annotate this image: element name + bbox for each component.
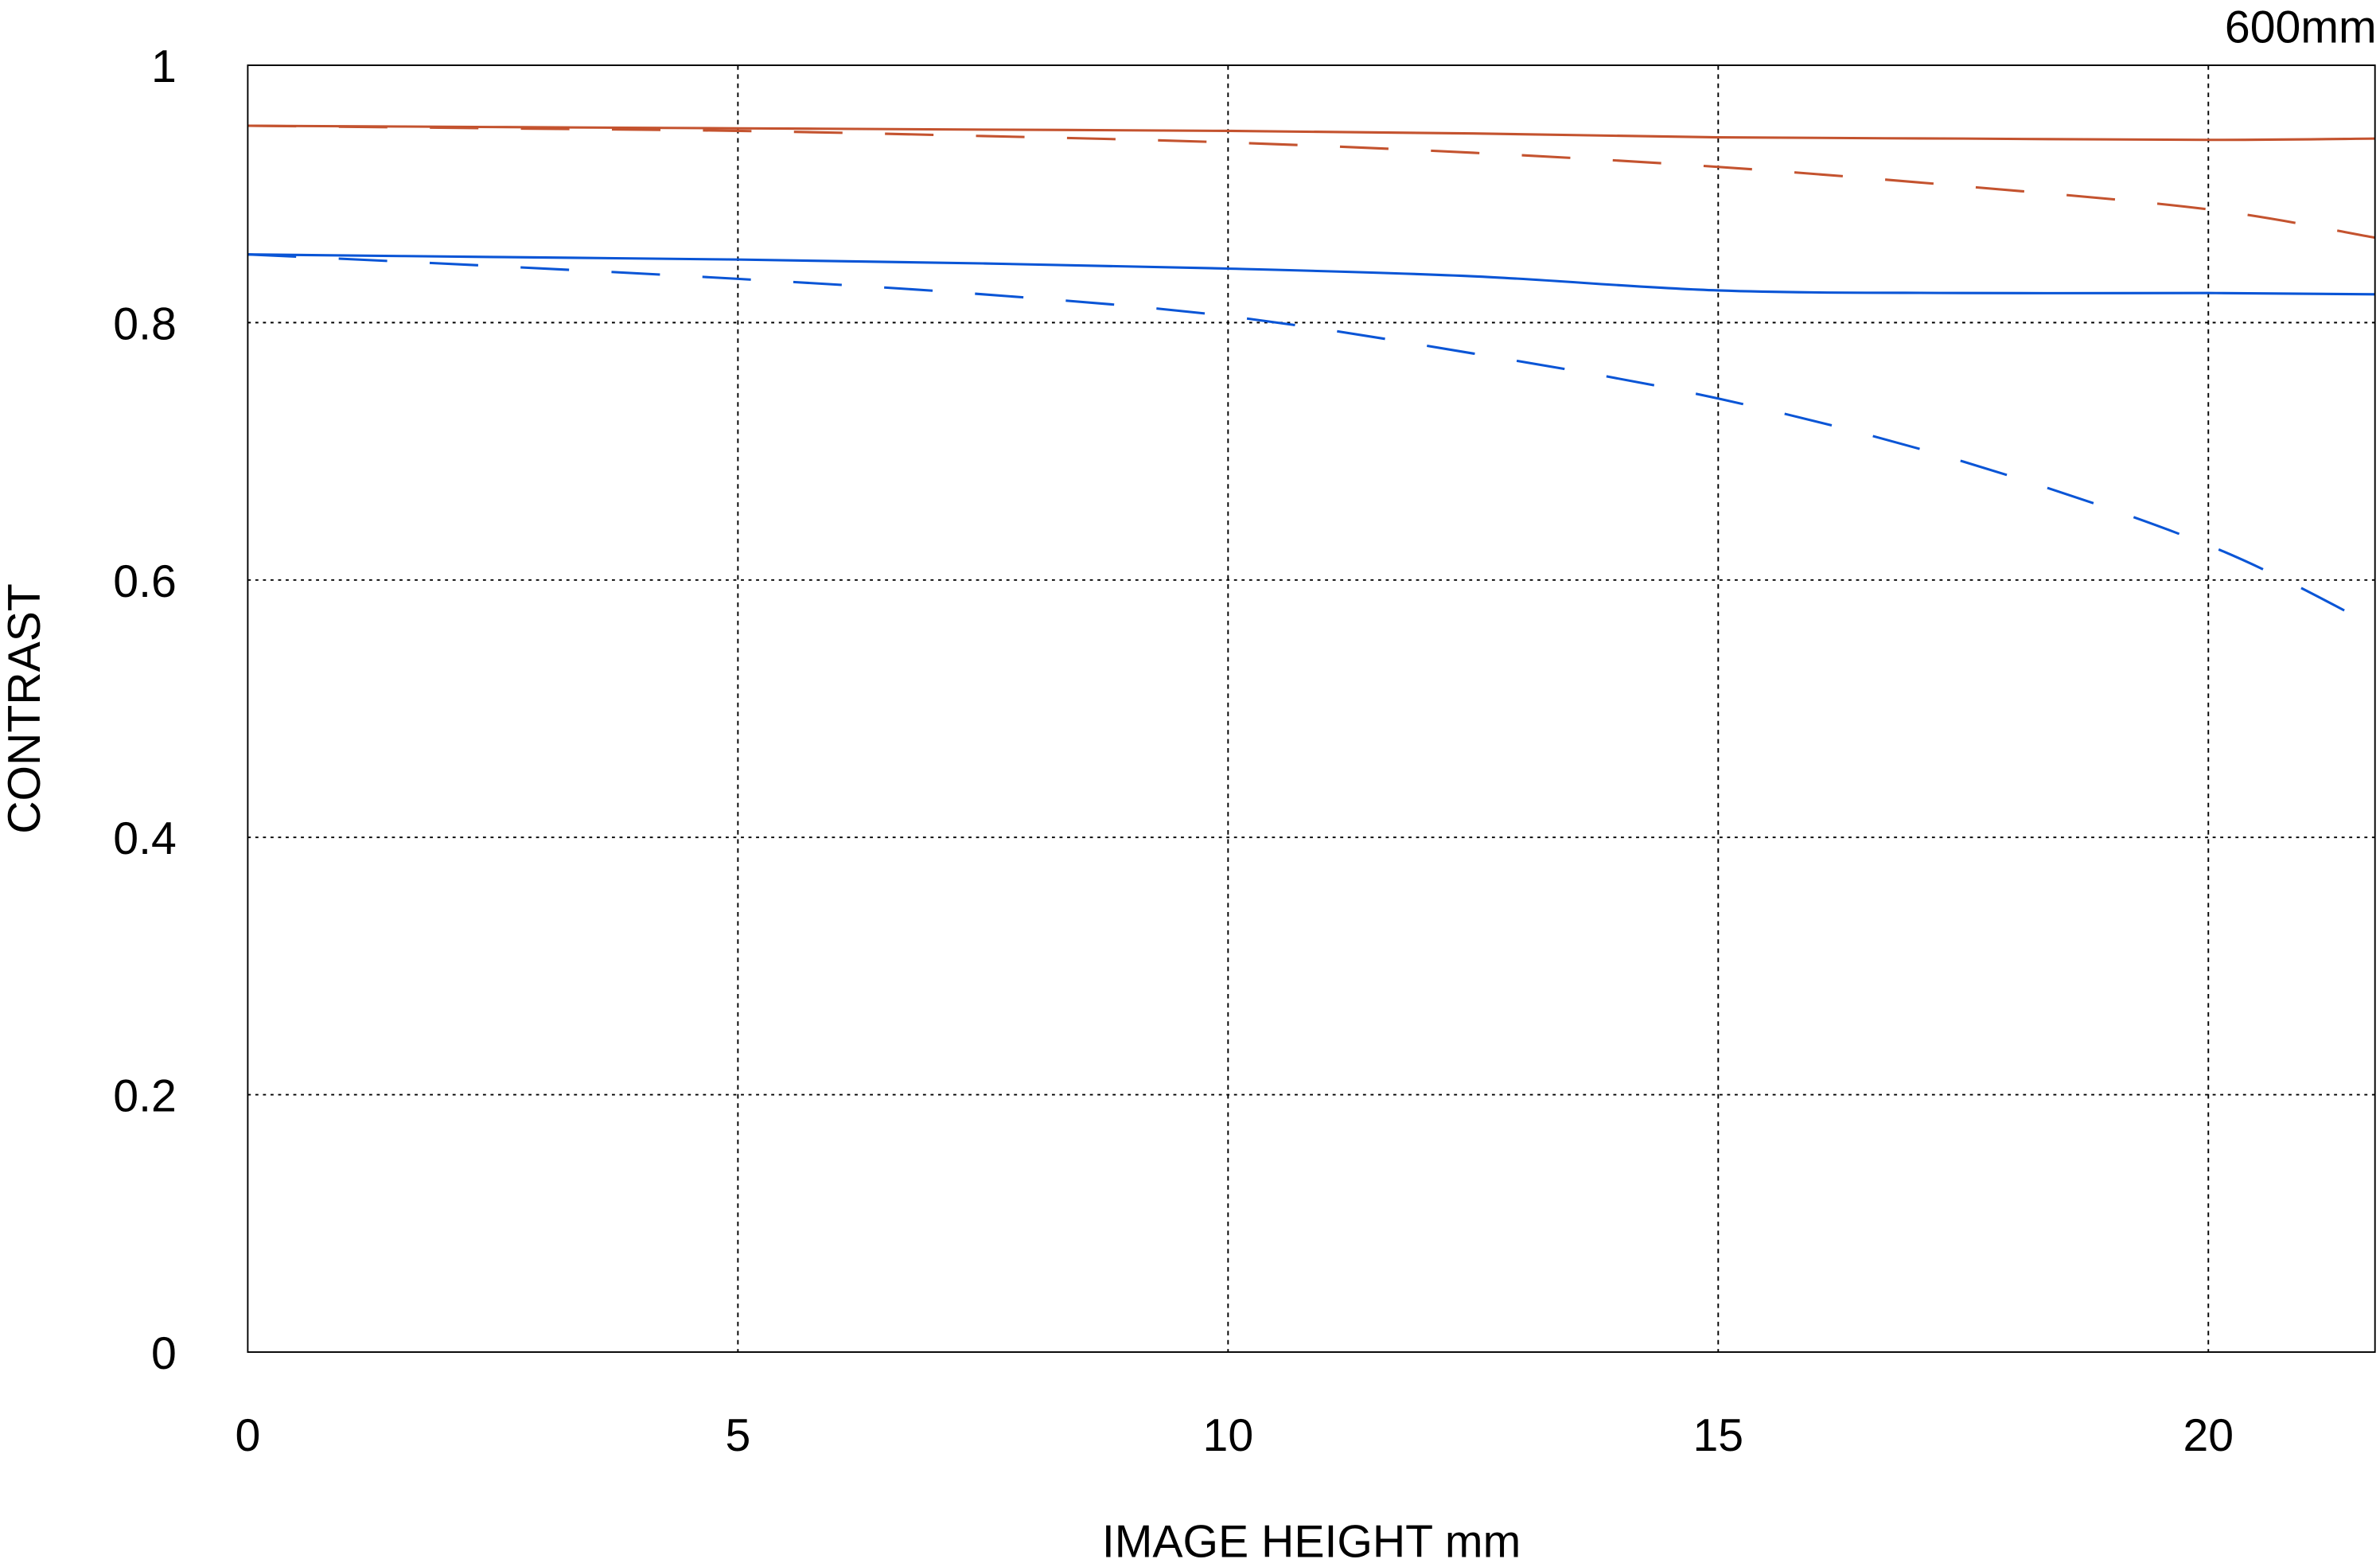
tick-labels: 0 5 10 15 20 0 0.2 0.4 0.6 0.8 1 [113, 41, 2234, 1461]
x-tick-label: 0 [235, 1410, 260, 1461]
series-line-0-solid [247, 124, 2375, 142]
x-axis-label: IMAGE HEIGHT mm [1102, 1516, 1521, 1563]
x-tick-label: 5 [725, 1410, 750, 1461]
y-tick-label: 1 [151, 41, 177, 92]
y-tick-label: 0.2 [113, 1071, 177, 1122]
y-tick-label: 0.4 [113, 813, 177, 864]
series-line-1-dashed [247, 124, 2375, 240]
x-tick-label: 10 [1203, 1410, 1254, 1461]
x-tick-label: 15 [1692, 1410, 1743, 1461]
y-tick-label: 0.8 [113, 298, 177, 349]
grid [247, 64, 2375, 1352]
y-tick-label: 0.6 [113, 556, 177, 607]
plot-frame [247, 64, 2376, 1353]
y-tick-label: 0 [151, 1328, 177, 1379]
y-axis-label: CONTRAST [0, 583, 50, 834]
x-tick-label: 20 [2183, 1410, 2234, 1461]
chart-title: 600mm [2225, 2, 2377, 53]
series-line-2-solid [247, 253, 2375, 296]
series-group [247, 124, 2376, 628]
series-line-3-dashed [247, 253, 2376, 628]
